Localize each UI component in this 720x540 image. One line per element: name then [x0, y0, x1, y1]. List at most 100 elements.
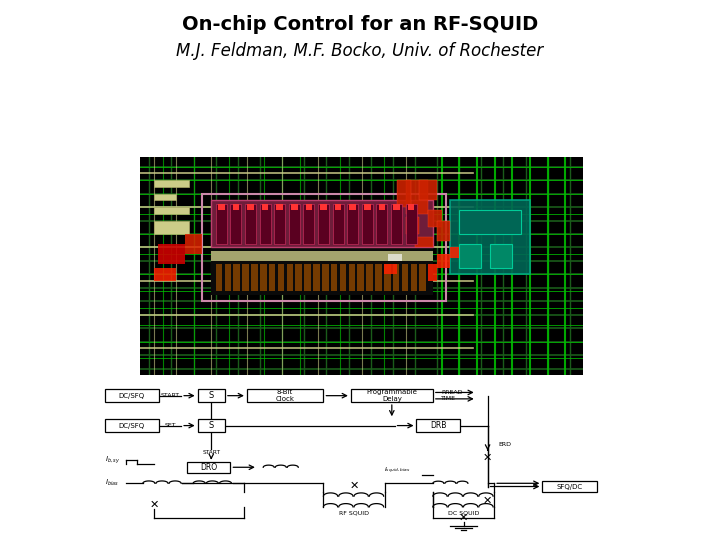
Text: TIME: TIME: [441, 396, 456, 401]
Bar: [410, 264, 417, 291]
Bar: [384, 264, 390, 291]
Bar: [211, 251, 433, 261]
Bar: [216, 204, 227, 244]
Text: ✕: ✕: [149, 500, 158, 510]
Text: S: S: [209, 391, 214, 400]
Bar: [291, 204, 297, 211]
Bar: [259, 204, 271, 244]
Bar: [379, 204, 385, 211]
Bar: [351, 389, 433, 402]
Bar: [330, 264, 338, 291]
Bar: [218, 204, 225, 211]
Text: RF SQUID: RF SQUID: [339, 511, 369, 516]
Text: 8-Bit
Clock: 8-Bit Clock: [276, 389, 294, 402]
Bar: [393, 264, 400, 291]
Bar: [419, 180, 437, 200]
Bar: [437, 220, 451, 241]
Bar: [357, 264, 364, 291]
Bar: [202, 194, 446, 301]
Bar: [233, 204, 239, 211]
Text: ✕: ✕: [349, 481, 359, 490]
Bar: [366, 264, 373, 291]
Bar: [318, 204, 329, 244]
Bar: [242, 264, 249, 291]
Bar: [197, 419, 225, 432]
Text: RREAD: RREAD: [441, 390, 462, 395]
Bar: [388, 254, 402, 261]
Bar: [349, 204, 356, 211]
Bar: [289, 204, 300, 244]
Text: ✕: ✕: [483, 495, 492, 505]
Bar: [377, 204, 387, 244]
Bar: [408, 204, 415, 211]
Bar: [391, 204, 402, 244]
Text: ✕: ✕: [483, 453, 492, 463]
Bar: [260, 264, 266, 291]
Bar: [415, 238, 433, 247]
Text: Programmable
Delay: Programmable Delay: [366, 389, 418, 402]
Bar: [303, 204, 315, 244]
Text: DRB: DRB: [430, 421, 446, 430]
Bar: [153, 207, 189, 214]
Bar: [247, 204, 253, 211]
Bar: [197, 389, 225, 402]
Text: DC/SFQ: DC/SFQ: [119, 393, 145, 399]
Bar: [153, 194, 176, 200]
Text: S: S: [209, 421, 214, 430]
Text: $I_{squid,bias}$: $I_{squid,bias}$: [384, 465, 410, 476]
Bar: [375, 264, 382, 291]
Text: DC/SFQ: DC/SFQ: [119, 423, 145, 429]
Bar: [233, 264, 240, 291]
Bar: [158, 244, 185, 264]
Bar: [437, 254, 451, 268]
Bar: [245, 204, 256, 244]
Bar: [347, 204, 359, 244]
Text: $I_{b,sy}$: $I_{b,sy}$: [104, 454, 120, 465]
Bar: [305, 204, 312, 211]
Bar: [428, 264, 437, 281]
Bar: [322, 264, 328, 291]
Bar: [459, 211, 521, 234]
Bar: [225, 264, 231, 291]
Bar: [340, 264, 346, 291]
Bar: [490, 244, 513, 268]
Bar: [335, 204, 341, 211]
Bar: [153, 220, 189, 234]
Bar: [305, 264, 311, 291]
Bar: [269, 264, 276, 291]
Bar: [428, 211, 441, 227]
Bar: [542, 481, 597, 492]
Bar: [247, 389, 323, 402]
Bar: [397, 180, 410, 207]
Text: START: START: [202, 450, 220, 455]
Bar: [405, 204, 417, 244]
Text: On-chip Control for an RF-SQUID: On-chip Control for an RF-SQUID: [182, 15, 538, 34]
Bar: [459, 244, 482, 268]
Text: ✕: ✕: [459, 512, 468, 523]
Text: SET: SET: [164, 423, 176, 428]
Bar: [313, 264, 320, 291]
Bar: [320, 204, 327, 211]
Text: SFQ/DC: SFQ/DC: [557, 483, 582, 489]
Bar: [419, 264, 426, 291]
Bar: [216, 264, 222, 291]
Bar: [406, 180, 428, 214]
Bar: [211, 200, 433, 294]
Text: $I_{bias}$: $I_{bias}$: [104, 478, 119, 488]
Bar: [262, 204, 269, 211]
Bar: [364, 204, 371, 211]
Text: DC SQUID: DC SQUID: [448, 511, 480, 516]
Bar: [153, 180, 189, 187]
Bar: [278, 264, 284, 291]
Bar: [251, 264, 258, 291]
Bar: [211, 200, 433, 247]
Text: START: START: [161, 393, 180, 398]
Bar: [416, 419, 460, 432]
Text: M.J. Feldman, M.F. Bocko, Univ. of Rochester: M.J. Feldman, M.F. Bocko, Univ. of Roche…: [176, 42, 544, 60]
Bar: [384, 264, 397, 274]
Bar: [393, 204, 400, 211]
Bar: [295, 264, 302, 291]
Bar: [402, 264, 408, 291]
Text: ERD: ERD: [498, 442, 511, 447]
Bar: [104, 389, 159, 402]
